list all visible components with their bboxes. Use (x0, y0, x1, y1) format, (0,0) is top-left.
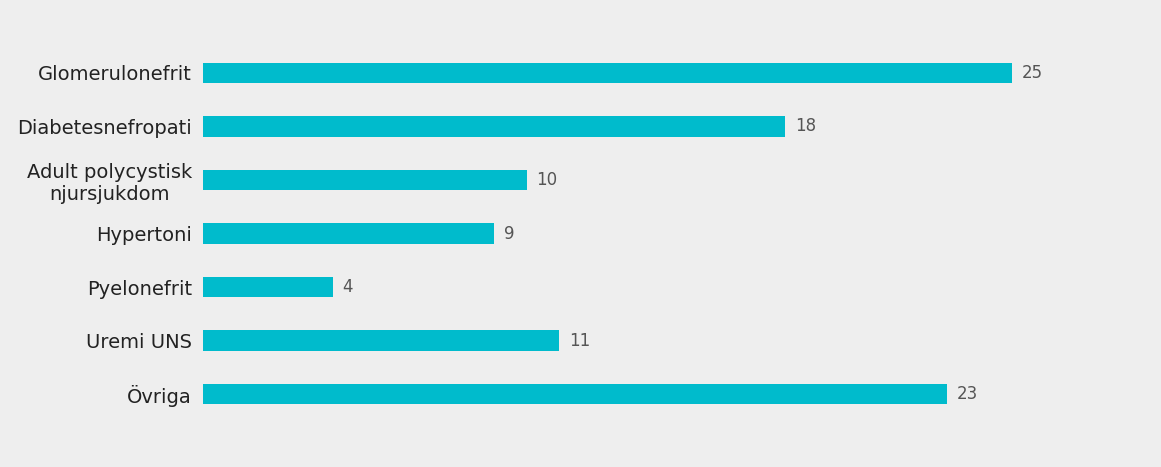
Bar (203, 170, 527, 190)
Text: 18: 18 (795, 117, 816, 135)
Text: 23: 23 (957, 385, 978, 403)
Text: 11: 11 (569, 332, 590, 350)
Text: 25: 25 (1022, 64, 1043, 82)
Bar (203, 384, 947, 404)
Bar (203, 63, 1011, 83)
Bar (203, 223, 495, 244)
Text: 9: 9 (504, 225, 514, 242)
Text: 10: 10 (536, 171, 557, 189)
Bar (203, 116, 785, 136)
Bar (203, 277, 332, 297)
Text: 4: 4 (342, 278, 353, 296)
Bar (203, 331, 558, 351)
